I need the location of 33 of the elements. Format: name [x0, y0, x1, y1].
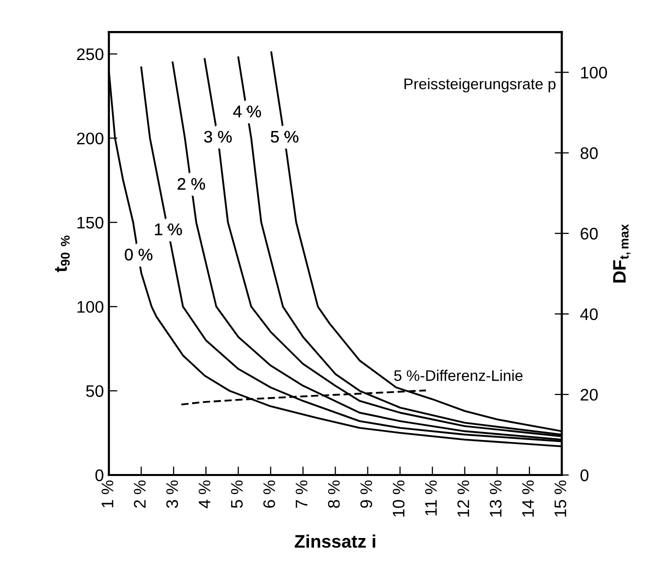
y-tick-label: 0 — [95, 469, 104, 482]
series-label: 5 %-Differenz-Linie — [394, 370, 523, 381]
x-tick-label: 3 % — [166, 480, 178, 508]
x-tick-label: 13 % — [490, 480, 502, 517]
y2-axis-title: DF$_{t,max}$ — [613, 224, 630, 282]
y-tick-label: 250 — [77, 48, 104, 60]
x-tick-label: 12 % — [457, 480, 470, 517]
x-axis-title: Zinssatz i — [294, 534, 376, 548]
series-label: 3 % — [204, 130, 232, 143]
x-tick-label: 6 % — [263, 480, 276, 508]
x-tick-label: 8 % — [328, 480, 340, 508]
x-tick-label: 4 % — [198, 480, 210, 508]
annotation: Preissteigerungsrate p — [404, 78, 556, 92]
y2-tick-label: 40 — [580, 308, 598, 320]
y2-tick-label: 20 — [580, 388, 598, 401]
x-tick-label: 1 % — [102, 480, 114, 508]
y2-tick-label: 80 — [580, 147, 598, 160]
x-tick-label: 10 % — [392, 480, 405, 517]
y-tick-label: 150 — [77, 216, 104, 229]
x-tick-label: 2 % — [134, 480, 146, 508]
x-tick-label: 9 % — [360, 480, 372, 508]
y-tick-label: 200 — [77, 132, 104, 144]
y2-tick-label: 100 — [581, 66, 607, 79]
x-tick-label: 11 % — [425, 480, 437, 516]
y-tick-label: 100 — [77, 300, 104, 313]
x-tick-label: 14 % — [522, 480, 534, 517]
y2-tick-label: 0 — [580, 469, 588, 482]
x-tick-label: 7 % — [296, 480, 308, 508]
x-tick-label: 15 % — [554, 480, 566, 517]
x-tick-label: 5 % — [231, 480, 243, 508]
y-axis-title: t$_{90 %}$ — [55, 236, 70, 272]
y2-tick-label: 60 — [580, 228, 598, 240]
y-tick-label: 50 — [86, 385, 104, 397]
